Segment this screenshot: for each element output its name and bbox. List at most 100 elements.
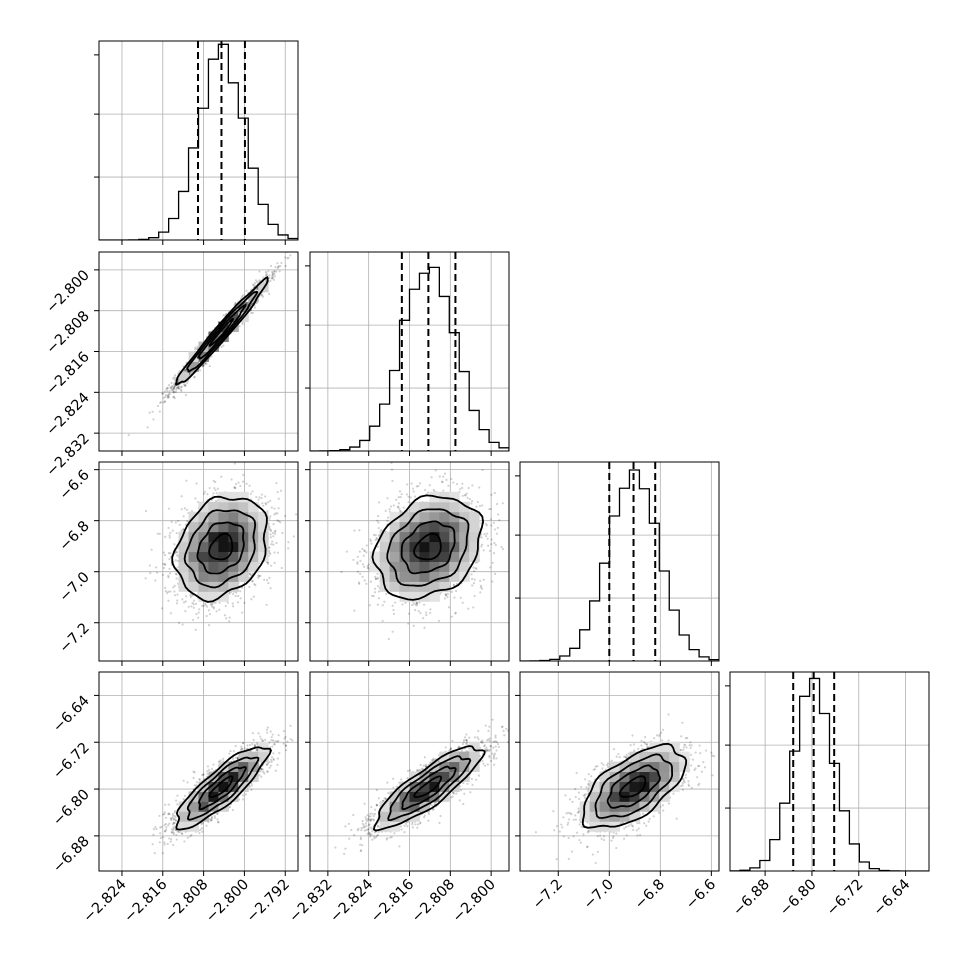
scatter-point (365, 582, 368, 585)
scatter-point (279, 521, 282, 524)
scatter-point (534, 831, 538, 834)
scatter-point (686, 736, 689, 740)
scatter-point (471, 584, 474, 587)
scatter-point (206, 772, 209, 775)
scatter-point (356, 561, 359, 564)
scatter-point (212, 607, 215, 610)
scatter-point (266, 731, 269, 734)
density-cell (248, 511, 259, 523)
scatter-point (252, 284, 256, 287)
scatter-point (254, 584, 257, 587)
scatter-point (481, 504, 484, 507)
scatter-point (368, 833, 371, 836)
scatter-point (552, 809, 555, 813)
scatter-point (270, 758, 273, 762)
scatter-point (194, 348, 197, 351)
scatter-point (261, 768, 264, 771)
scatter-point (369, 539, 372, 543)
scatter-point (164, 830, 167, 833)
scatter-point (505, 727, 508, 730)
scatter-point (427, 819, 430, 822)
scatter-point (489, 507, 492, 511)
scatter-point (376, 519, 379, 522)
scatter-point (184, 610, 187, 613)
scatter-point (216, 812, 219, 815)
scatter-point (481, 741, 484, 744)
scatter-point (159, 401, 163, 404)
scatter-point (275, 270, 278, 273)
scatter-point (711, 774, 714, 777)
scatter-point (698, 744, 701, 747)
scatter-point (222, 313, 225, 317)
scatter-point (591, 853, 594, 856)
scatter-point (365, 819, 368, 823)
scatter-point (194, 628, 197, 631)
scatter-point (358, 550, 361, 553)
scatter-point (489, 566, 492, 569)
scatter-point (638, 833, 642, 837)
scatter-point (205, 614, 208, 618)
scatter-point (222, 344, 225, 347)
density-cell (419, 571, 430, 582)
density-cell (178, 811, 190, 822)
scatter-point (189, 595, 193, 599)
scatter-point (615, 832, 618, 835)
scatter-point (364, 818, 368, 821)
scatter-point (231, 757, 235, 760)
density-cell (218, 501, 229, 513)
scatter-point (462, 740, 465, 743)
scatter-point (358, 529, 361, 532)
scatter-point (268, 517, 271, 520)
scatter-point (566, 823, 569, 826)
scatter-point (377, 597, 381, 600)
density-cell (208, 551, 219, 562)
scatter-point (225, 617, 228, 620)
scatter-point (269, 587, 272, 590)
scatter-point (612, 748, 616, 751)
scatter-point (271, 276, 275, 279)
density-cell (379, 551, 391, 562)
density-cell (198, 591, 209, 602)
scatter-point (211, 602, 214, 605)
scatter-point (356, 570, 360, 573)
scatter-point (194, 346, 197, 349)
scatter-point (687, 784, 691, 787)
density-cell (419, 581, 430, 592)
scatter-point (462, 781, 465, 785)
density-cell (379, 811, 391, 822)
scatter-point (432, 488, 435, 492)
scatter-point (450, 796, 453, 799)
x-tick-label-2-3: −6.6 (683, 877, 719, 913)
scatter-point (594, 765, 597, 768)
scatter-point (172, 831, 175, 834)
scatter-point (251, 490, 254, 493)
scatter-point (363, 802, 366, 805)
scatter-point (585, 786, 588, 789)
scatter-point (241, 798, 245, 801)
scatter-point (488, 756, 491, 759)
scatter-point (404, 822, 407, 825)
scatter-point (374, 538, 377, 542)
density-cell (218, 801, 229, 812)
x-tick-label-1-3: −2.808 (409, 877, 458, 926)
scatter-point (368, 831, 371, 835)
scatter-point (273, 275, 276, 278)
density-cell (379, 541, 391, 553)
scatter-point (474, 566, 477, 570)
scatter-point (163, 553, 167, 557)
scatter-point (580, 825, 583, 828)
scatter-point (209, 602, 213, 606)
scatter-point (376, 603, 379, 606)
scatter-point (361, 547, 364, 550)
density-cell (389, 791, 401, 802)
scatter-point (570, 850, 574, 853)
scatter-point (234, 301, 237, 305)
scatter-point (477, 774, 481, 777)
scatter-point (423, 814, 427, 817)
contour-1-0-1 (197, 303, 247, 360)
scatter-point (181, 623, 184, 626)
y-tick-label-3-3: −6.64 (50, 693, 93, 736)
scatter-point (353, 529, 356, 532)
scatter-point (276, 491, 279, 494)
scatter-point (237, 594, 240, 598)
